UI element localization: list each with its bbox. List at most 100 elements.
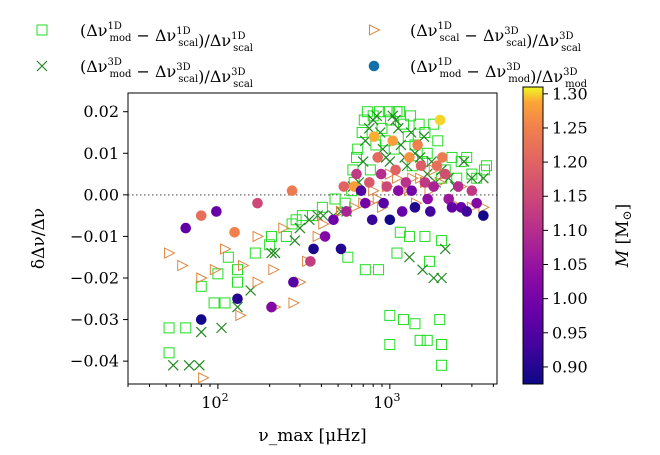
colorbar-tick-label: 1.25 xyxy=(552,118,588,137)
series-3d-cross-point xyxy=(371,110,383,122)
series-1d-square-point xyxy=(222,251,234,263)
series-scal-triangle-point xyxy=(368,184,380,197)
series-mod-circle-point xyxy=(328,214,339,226)
series-scal-triangle-point xyxy=(391,172,404,185)
series-3d-cross-point xyxy=(392,122,404,134)
series-1d-square-point xyxy=(384,309,396,321)
series-mod-circle-point xyxy=(452,181,464,192)
series-mod-circle-point xyxy=(384,214,396,226)
series-mod-circle-point xyxy=(409,202,421,213)
series-mod-circle-point xyxy=(466,185,478,196)
series-mod-circle-point xyxy=(381,181,393,192)
legend-label: (Δν1D mod − Δν1D scal)/Δν1D scal xyxy=(80,21,253,54)
colorbar-tick-label: 1.10 xyxy=(552,221,588,240)
series-1d-square-point xyxy=(434,314,446,326)
series-1d-square-point xyxy=(231,276,243,288)
series-mod-circle-point xyxy=(372,152,384,163)
series-1d-square-point xyxy=(391,247,403,259)
series-1d-square-point xyxy=(208,297,220,309)
y-tick-label: −0.03 xyxy=(70,310,119,329)
series-scal-triangle-point xyxy=(268,263,280,276)
series-mod-circle-point xyxy=(428,181,440,192)
legend-marker xyxy=(36,24,48,36)
series-3d-cross-point xyxy=(195,326,207,338)
series-1d-square-point xyxy=(352,143,364,155)
legend-entry: (Δν3D mod − Δν3D scal)/Δν3D scal xyxy=(36,57,253,90)
colorbar-tick-label: 1.20 xyxy=(552,153,588,172)
series-3d-cross-point xyxy=(193,359,205,371)
series-1d-square-point xyxy=(373,264,385,276)
x-axis-ticks: 102 103 xyxy=(127,384,494,412)
series-mod-circle-point xyxy=(288,276,299,288)
series-mod-circle-point xyxy=(195,210,207,221)
y-axis-label: δΔν/Δν xyxy=(29,208,49,269)
series-mod-circle-point xyxy=(360,197,371,209)
data-marks xyxy=(163,106,493,384)
series-1d-square-point xyxy=(351,151,363,163)
series-1d-square-point xyxy=(359,264,371,276)
series-3d-cross-point xyxy=(216,322,227,334)
series-mod-circle-point xyxy=(461,206,473,217)
series-1d-square-point xyxy=(403,230,415,242)
series-3d-cross-point xyxy=(303,214,315,226)
colorbar-tick-label: 1.05 xyxy=(552,255,588,274)
x-axis-label-text: ν_max [μHz] xyxy=(258,426,366,446)
series-1d-square-point xyxy=(432,135,444,147)
colorbar-tick-label: 1.15 xyxy=(552,187,588,206)
colorbar-label-text: M [M⊙] xyxy=(613,204,634,269)
series-mod-circle-point xyxy=(375,168,387,180)
series-3d-cross-point xyxy=(312,210,324,222)
series-mod-circle-point xyxy=(195,314,207,325)
series-1d-square-point xyxy=(413,118,425,130)
series-1d-square-point xyxy=(421,334,433,346)
series-mod-circle-point xyxy=(419,177,431,188)
series-mod-circle-point xyxy=(437,152,448,163)
series-scal-triangle-point xyxy=(336,205,348,218)
series-scal-triangle-point xyxy=(209,263,222,276)
series-mod-circle-point xyxy=(443,193,455,205)
y-axis-ticks: 0.02 0.01 0.00 −0.01 −0.02 −0.03 −0.04 xyxy=(70,102,128,371)
y-axis-label-text: δΔν/Δν xyxy=(29,208,49,269)
colorbar-ticks: 0.90 0.95 1.00 1.05 1.10 1.15 1.20 1.25 1.30 xyxy=(543,84,588,376)
series-mod-circle-point xyxy=(355,185,367,196)
series-mod-circle-point xyxy=(471,197,482,209)
series-mod-circle-point xyxy=(180,222,192,234)
series-mod-circle-point xyxy=(412,139,423,151)
series-mod-circle-point xyxy=(286,185,298,196)
series-3d-cross-point xyxy=(183,359,195,371)
legend-entry: (Δν1D mod − Δν3D mod)/Δν3D mod xyxy=(368,57,588,90)
series-1d-square-point xyxy=(163,347,175,359)
series-3d-cross-point xyxy=(466,172,478,184)
x-axis-label: ν_max [μHz] xyxy=(258,426,366,446)
series-mod-circle-point xyxy=(366,214,378,226)
series-1d-square-point xyxy=(316,201,328,213)
series-3d-cross-point xyxy=(428,272,440,284)
colorbar-tick-label: 1.30 xyxy=(552,84,588,103)
y-tick-label: 0.01 xyxy=(83,144,119,163)
series-1d-square-point xyxy=(384,339,396,351)
series-3d-cross-point xyxy=(357,156,369,168)
colorbar-tick-label: 0.90 xyxy=(552,357,588,376)
legend-marker xyxy=(369,24,381,36)
series-1d-square-point xyxy=(455,156,467,168)
series-scal-triangle-point xyxy=(238,259,250,272)
series-mod-circle-point xyxy=(387,135,399,147)
series-1d-square-point xyxy=(478,164,490,176)
series-mod-circle-point xyxy=(364,177,375,188)
series-1d-square-point xyxy=(423,255,435,267)
series-mod-circle-point xyxy=(338,181,350,192)
series-mod-circle-point xyxy=(232,293,243,305)
colorbar: 0.90 0.95 1.00 1.05 1.10 1.15 1.20 1.25 1.30 M [… xyxy=(522,84,634,385)
series-3d-cross-point xyxy=(384,156,396,168)
y-tick-label: −0.02 xyxy=(70,268,119,287)
series-1d-square-point xyxy=(397,118,409,130)
legend-marker xyxy=(36,60,48,72)
series-mod-circle-point xyxy=(393,185,404,196)
legend-label: (Δν1D scal − Δν3D scal)/Δν3D scal xyxy=(410,21,581,54)
series-1d-square-point xyxy=(481,160,493,172)
series-2 xyxy=(167,110,489,371)
series-3d-cross-point xyxy=(477,172,489,184)
series-1d-square-point xyxy=(436,339,448,351)
series-mod-circle-point xyxy=(422,193,433,205)
series-1d-square-point xyxy=(290,214,302,226)
